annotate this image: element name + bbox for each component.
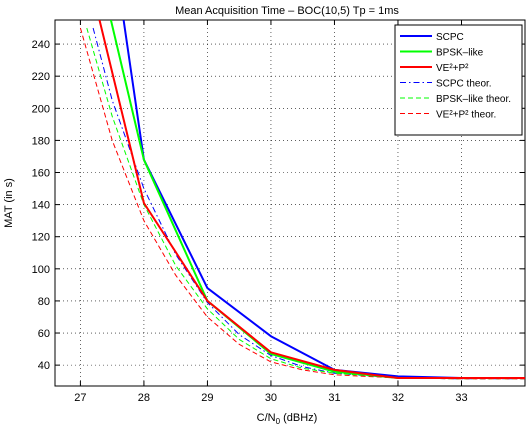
y-tick-label: 200 bbox=[32, 103, 50, 115]
y-tick-label: 100 bbox=[32, 264, 50, 276]
y-tick-label: 160 bbox=[32, 168, 50, 180]
x-axis-label: C/N0 (dBHz) bbox=[257, 412, 318, 426]
x-tick-label: 29 bbox=[201, 392, 213, 404]
x-tick-label: 31 bbox=[328, 392, 340, 404]
x-tick-label: 33 bbox=[455, 392, 467, 404]
x-tick-label: 32 bbox=[392, 392, 404, 404]
x-tick-label: 28 bbox=[138, 392, 150, 404]
legend-label: BPSK–like bbox=[436, 48, 484, 59]
x-axis-label-unit: (dBHz) bbox=[280, 412, 317, 424]
legend-label: SCPC theor. bbox=[436, 79, 492, 90]
legend: SCPC BPSK–like VE²+P² SCPC theor. BPSK–like … bbox=[394, 24, 523, 136]
legend-label: VE²+P² theor. bbox=[436, 110, 496, 121]
legend-label: BPSK–like theor. bbox=[436, 94, 511, 105]
x-tick-label: 27 bbox=[74, 392, 86, 404]
y-tick-label: 140 bbox=[32, 200, 50, 212]
x-axis-label-subscript: 0 bbox=[276, 417, 281, 426]
x-tick-label: 30 bbox=[265, 392, 277, 404]
y-tick-label: 80 bbox=[38, 296, 50, 308]
y-axis-label: MAT (in s) bbox=[3, 178, 15, 228]
y-tick-label: 120 bbox=[32, 232, 50, 244]
series-layer bbox=[79, 20, 525, 380]
y-tick-label: 60 bbox=[38, 328, 50, 340]
y-tick-label: 40 bbox=[38, 360, 50, 372]
y-tick-label: 220 bbox=[32, 71, 50, 83]
y-tick-label: 240 bbox=[32, 39, 50, 51]
y-tick-label: 180 bbox=[32, 135, 50, 147]
tick-layer: 27 28 29 30 31 32 33 40 60 80 100 120 140 160 180 200 22… bbox=[32, 20, 525, 404]
legend-label: SCPC bbox=[436, 32, 464, 43]
series-line-2 bbox=[98, 20, 525, 379]
legend-box bbox=[394, 24, 523, 136]
chart-title: Mean Acquisition Time – BOC(10,5) Tp = 1… bbox=[175, 5, 399, 17]
legend-label: VE²+P² bbox=[436, 63, 469, 74]
